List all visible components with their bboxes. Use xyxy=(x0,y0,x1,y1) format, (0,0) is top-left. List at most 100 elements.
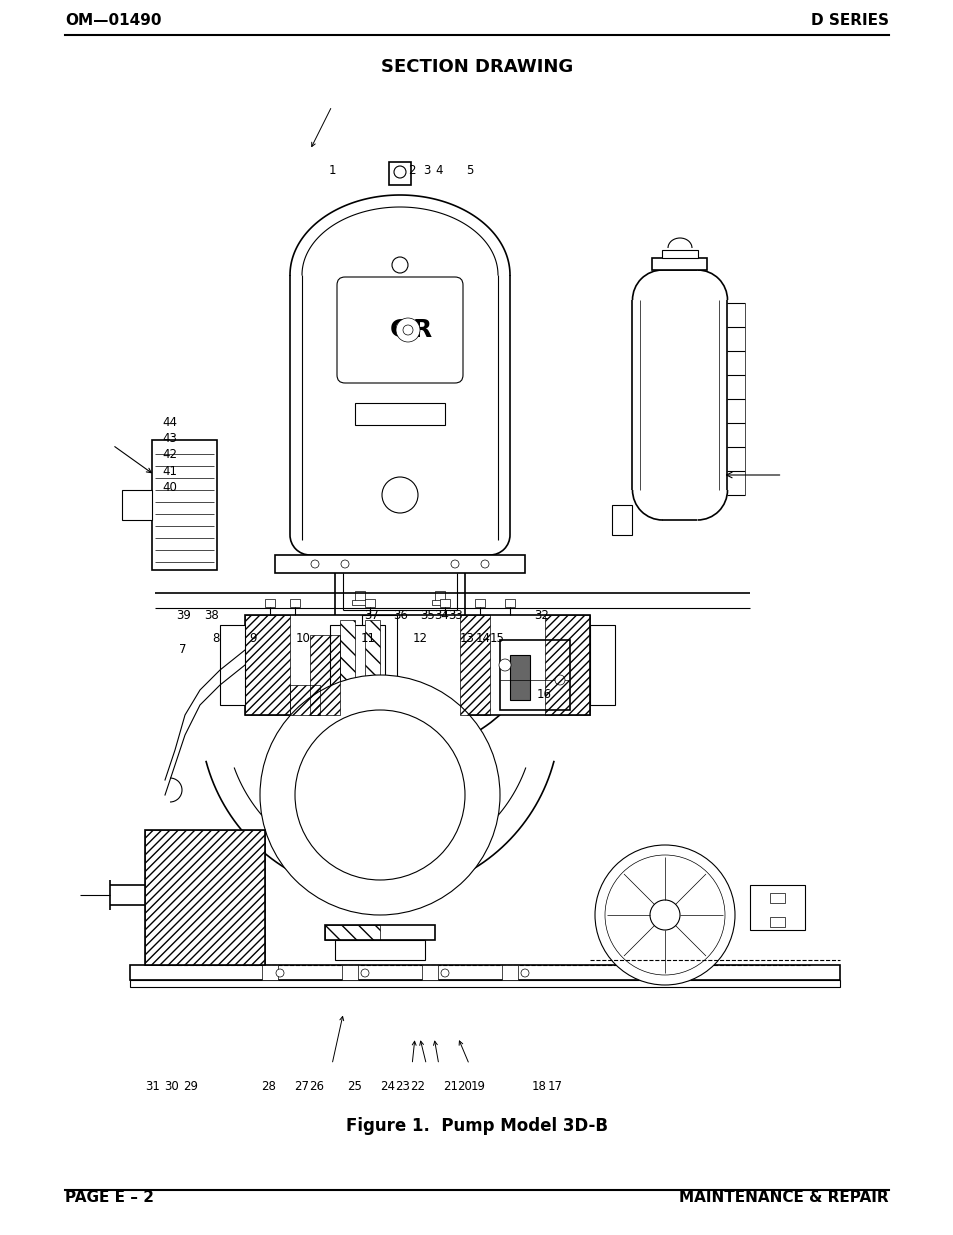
Text: 12: 12 xyxy=(412,632,427,645)
Text: 2: 2 xyxy=(408,164,416,177)
Text: 4: 4 xyxy=(435,164,442,177)
Bar xyxy=(245,615,290,715)
Text: 36: 36 xyxy=(393,609,408,621)
Bar xyxy=(325,925,435,940)
Circle shape xyxy=(498,659,511,671)
Bar xyxy=(510,655,530,700)
Circle shape xyxy=(595,845,734,986)
Circle shape xyxy=(294,710,464,881)
Text: 37: 37 xyxy=(364,609,379,621)
Bar xyxy=(769,918,784,927)
Bar xyxy=(365,620,379,710)
Text: 16: 16 xyxy=(536,688,551,700)
Bar xyxy=(265,599,274,606)
Bar xyxy=(389,162,411,185)
Text: 24: 24 xyxy=(379,1081,395,1093)
Text: 5: 5 xyxy=(465,164,473,177)
Text: R: R xyxy=(412,317,431,342)
Text: D SERIES: D SERIES xyxy=(810,14,888,28)
Bar xyxy=(130,981,840,987)
Circle shape xyxy=(440,969,449,977)
Bar xyxy=(432,600,448,605)
Text: 42: 42 xyxy=(162,448,177,461)
Text: Figure 1.  Pump Model 3D-B: Figure 1. Pump Model 3D-B xyxy=(346,1116,607,1135)
Bar xyxy=(262,965,277,981)
Text: 29: 29 xyxy=(183,1081,198,1093)
Text: 27: 27 xyxy=(294,1081,309,1093)
Text: 25: 25 xyxy=(347,1081,362,1093)
Text: 22: 22 xyxy=(410,1081,425,1093)
Bar xyxy=(330,625,385,705)
Bar xyxy=(652,258,707,270)
Text: 40: 40 xyxy=(162,482,177,494)
Bar xyxy=(372,715,388,860)
Bar xyxy=(421,965,437,981)
Text: 26: 26 xyxy=(309,1081,324,1093)
Bar xyxy=(544,615,589,715)
Circle shape xyxy=(555,676,564,685)
Text: 31: 31 xyxy=(145,1081,160,1093)
Bar xyxy=(220,625,245,705)
Bar xyxy=(589,625,615,705)
Bar xyxy=(365,599,375,606)
Bar xyxy=(152,440,217,571)
Bar xyxy=(355,403,444,425)
Bar xyxy=(475,599,484,606)
Circle shape xyxy=(402,325,413,335)
Text: MAINTENANCE & REPAIR: MAINTENANCE & REPAIR xyxy=(679,1191,888,1205)
Text: 35: 35 xyxy=(419,609,435,621)
Text: 11: 11 xyxy=(360,632,375,645)
Bar xyxy=(290,685,319,715)
Text: 9: 9 xyxy=(249,632,256,645)
Bar xyxy=(459,615,490,715)
Bar xyxy=(435,592,444,603)
Text: 33: 33 xyxy=(447,609,462,621)
Text: 19: 19 xyxy=(470,1081,485,1093)
Bar xyxy=(245,615,589,715)
Text: 13: 13 xyxy=(459,632,475,645)
Bar xyxy=(339,620,355,710)
Text: 7: 7 xyxy=(179,643,187,656)
Bar xyxy=(352,600,368,605)
Bar xyxy=(362,615,397,764)
FancyBboxPatch shape xyxy=(336,277,462,383)
Text: 17: 17 xyxy=(547,1081,562,1093)
Bar xyxy=(439,599,450,606)
Bar xyxy=(341,965,357,981)
Text: OM—01490: OM—01490 xyxy=(65,14,161,28)
Bar xyxy=(122,490,152,520)
Circle shape xyxy=(394,165,406,178)
Text: 43: 43 xyxy=(162,432,177,445)
Bar xyxy=(612,505,632,535)
Circle shape xyxy=(604,855,724,974)
Bar xyxy=(335,940,424,960)
Text: 28: 28 xyxy=(261,1081,276,1093)
Circle shape xyxy=(368,783,392,806)
Bar xyxy=(661,249,698,258)
Circle shape xyxy=(649,900,679,930)
Circle shape xyxy=(311,559,318,568)
Text: 41: 41 xyxy=(162,466,177,478)
Bar xyxy=(504,599,515,606)
Text: 8: 8 xyxy=(212,632,219,645)
Bar xyxy=(501,965,517,981)
Text: 10: 10 xyxy=(295,632,311,645)
Text: 15: 15 xyxy=(489,632,504,645)
Bar xyxy=(290,599,299,606)
Circle shape xyxy=(375,790,385,800)
Bar xyxy=(130,965,840,981)
Text: 14: 14 xyxy=(475,632,490,645)
Bar xyxy=(769,893,784,903)
Circle shape xyxy=(395,317,419,342)
Circle shape xyxy=(340,559,349,568)
Text: 39: 39 xyxy=(175,609,191,621)
Text: 18: 18 xyxy=(531,1081,546,1093)
Text: 21: 21 xyxy=(442,1081,457,1093)
Text: 3: 3 xyxy=(422,164,430,177)
Circle shape xyxy=(392,257,408,273)
Circle shape xyxy=(360,969,369,977)
Bar xyxy=(274,555,524,573)
Bar xyxy=(145,830,265,965)
Text: 1: 1 xyxy=(328,164,335,177)
Text: 32: 32 xyxy=(534,609,549,621)
